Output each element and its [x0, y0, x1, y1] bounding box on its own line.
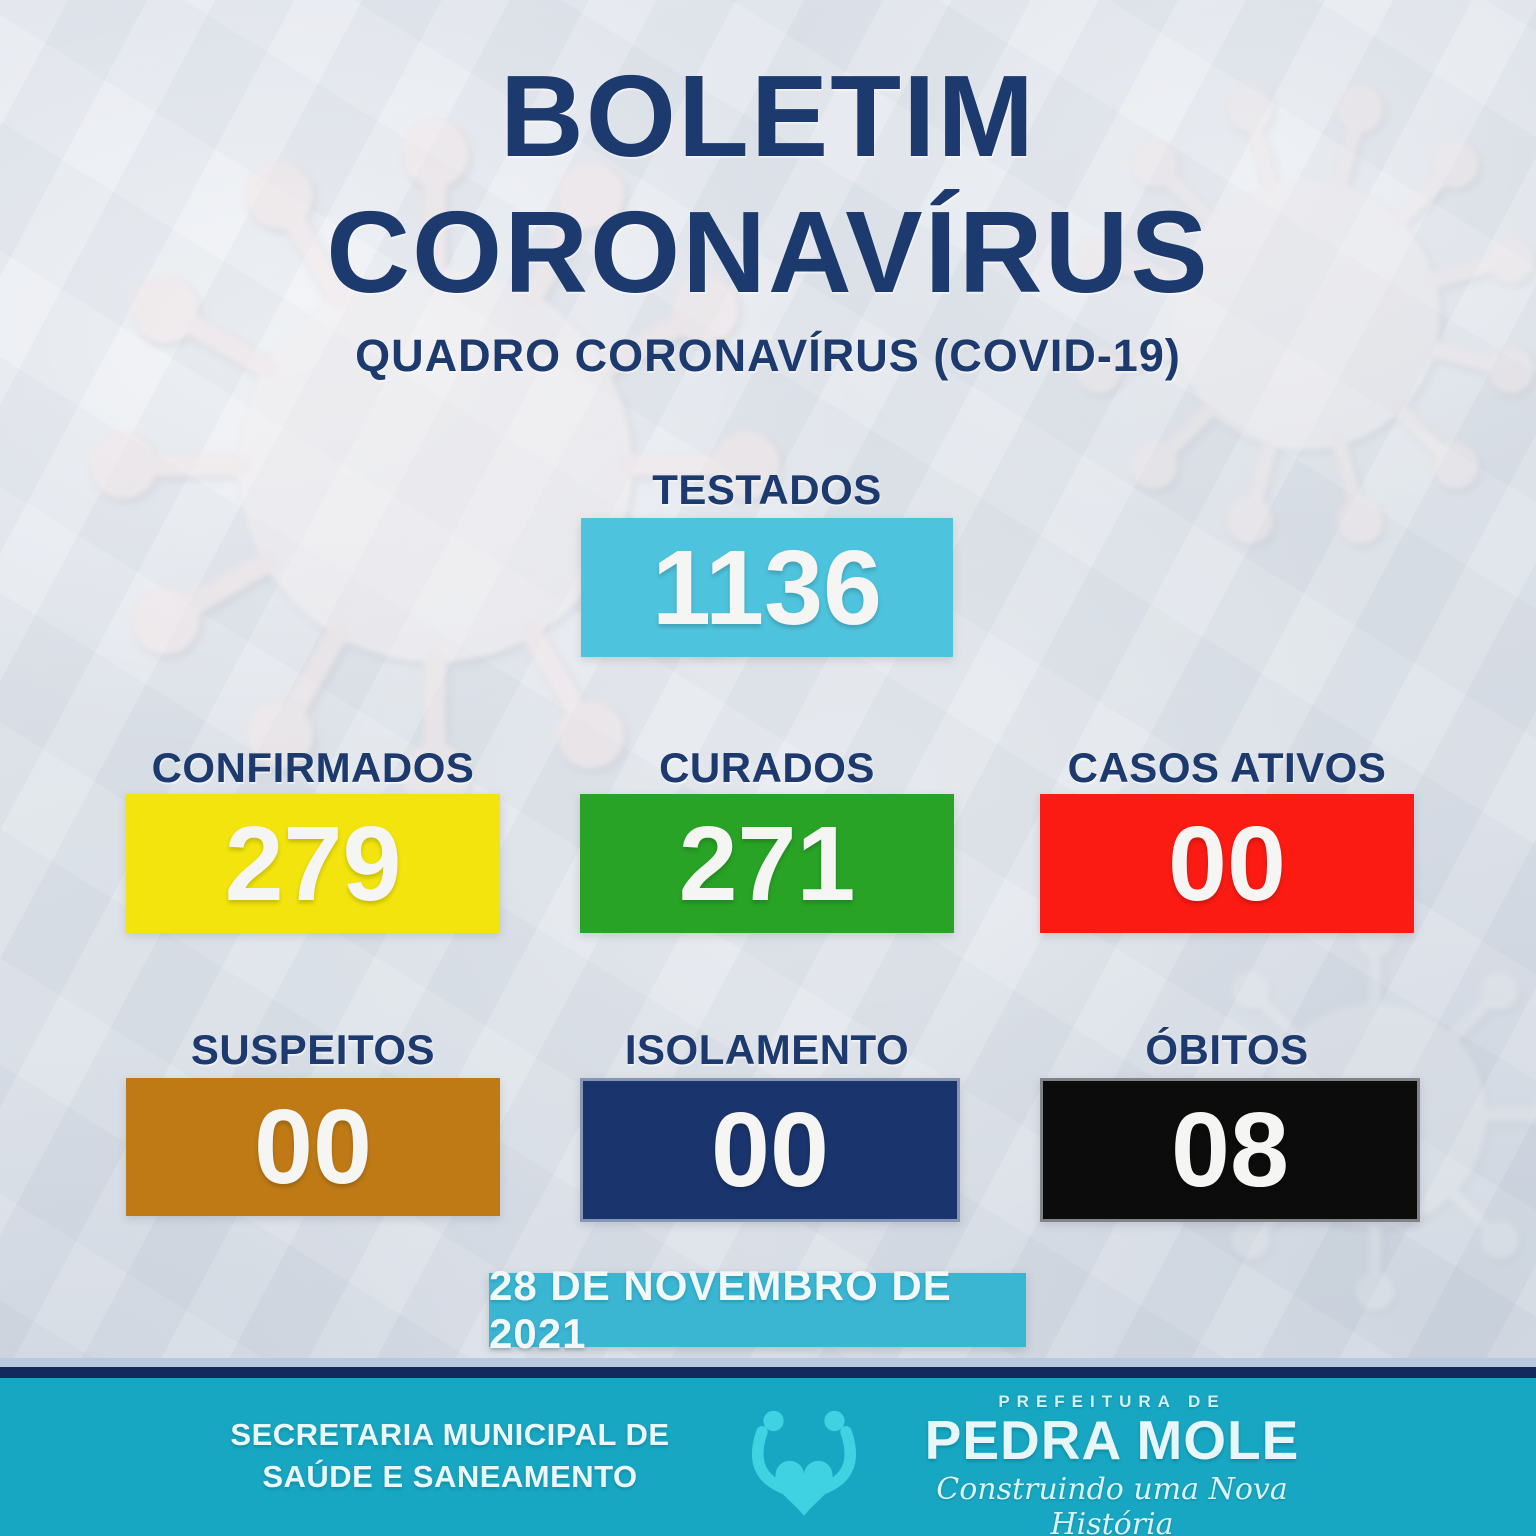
stat-value-suspeitos: 00	[254, 1088, 372, 1206]
stat-label-isolamento: ISOLAMENTO	[624, 1026, 910, 1073]
department-name: SECRETARIA MUNICIPAL DE SAÚDE E SANEAMEN…	[170, 1414, 730, 1498]
stat-value-obitos: 08	[1171, 1091, 1289, 1209]
stat-value-isolamento: 00	[711, 1091, 829, 1209]
stat-box-curados: 271	[580, 794, 954, 933]
stat-value-testados: 1136	[652, 528, 882, 647]
stat-label-obitos: ÓBITOS	[1145, 1026, 1309, 1073]
department-line2: SAÚDE E SANEAMENTO	[262, 1459, 638, 1494]
logo-tagline: Construindo uma Nova História	[936, 1471, 1288, 1536]
stat-box-confirmados: 279	[126, 794, 500, 933]
separator-light-line	[0, 1358, 1536, 1367]
poster-title-line1: BOLETIM	[500, 51, 1036, 181]
prefeitura-logo: PREFEITURA DE PEDRA MOLE Construindo uma…	[735, 1392, 1337, 1536]
separator-navy-line	[0, 1367, 1536, 1378]
poster-subtitle: QUADRO CORONAVÍRUS (COVID-19)	[355, 330, 1181, 381]
stat-box-obitos: 08	[1040, 1078, 1420, 1222]
logo-top-label: PREFEITURA DE	[998, 1392, 1226, 1411]
stat-label-curados: CURADOS	[659, 744, 875, 791]
stat-value-confirmados: 279	[224, 804, 402, 923]
stat-box-testados: 1136	[581, 518, 953, 657]
stat-value-casos-ativos: 00	[1168, 804, 1286, 923]
stat-label-testados: TESTADOS	[652, 466, 882, 513]
logo-name: PEDRA MOLE	[924, 1409, 1300, 1471]
poster-title-line2: CORONAVÍRUS	[326, 187, 1210, 317]
footer-bar: SECRETARIA MUNICIPAL DE SAÚDE E SANEAMEN…	[0, 1378, 1536, 1536]
date-banner: 28 DE NOVEMBRO DE 2021	[489, 1262, 1026, 1357]
stat-value-curados: 271	[678, 804, 856, 923]
stat-box-isolamento: 00	[580, 1078, 960, 1222]
logo-text-block: PREFEITURA DE PEDRA MOLE Construindo uma…	[887, 1392, 1337, 1536]
stat-label-suspeitos: SUSPEITOS	[190, 1026, 436, 1073]
department-line1: SECRETARIA MUNICIPAL DE	[230, 1417, 670, 1452]
stat-label-confirmados: CONFIRMADOS	[151, 744, 475, 791]
date-banner-text: 28 DE NOVEMBRO DE 2021	[489, 1262, 952, 1357]
stat-box-suspeitos: 00	[126, 1078, 500, 1216]
people-heart-logo-icon	[751, 1410, 857, 1516]
stat-box-casos-ativos: 00	[1040, 794, 1414, 933]
stat-label-casos-ativos: CASOS ATIVOS	[1067, 744, 1387, 791]
